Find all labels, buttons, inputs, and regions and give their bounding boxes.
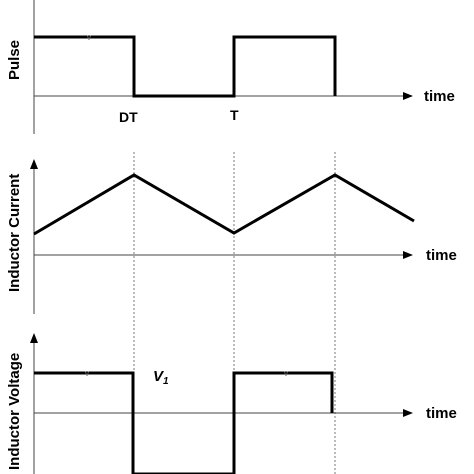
pulse-tick-mark: v (87, 33, 91, 42)
current-panel: Inductor Current time (6, 159, 457, 314)
voltage-panel: v v Inductor Voltage time V1 (6, 333, 457, 474)
voltage-tick-mark-1: v (85, 369, 89, 378)
v1-annotation: V1 (153, 368, 169, 387)
v1-main: V (153, 368, 165, 385)
current-waveform (33, 173, 415, 236)
pulse-waveform (34, 35, 337, 98)
voltage-time-label: time (426, 405, 457, 422)
voltage-waveform (34, 371, 334, 474)
pulse-panel: v Pulse time DT T (6, 0, 455, 134)
current-y-label: Inductor Current (6, 174, 23, 292)
current-time-label: time (426, 247, 457, 264)
v1-subscript: 1 (163, 376, 169, 387)
pulse-time-label: time (424, 88, 455, 105)
voltage-y-label: Inductor Voltage (6, 353, 23, 470)
voltage-tick-mark-2: v (284, 369, 288, 378)
t-marker-label: T (230, 107, 239, 123)
dt-marker-label: DT (119, 109, 138, 125)
pulse-y-label: Pulse (6, 40, 23, 80)
